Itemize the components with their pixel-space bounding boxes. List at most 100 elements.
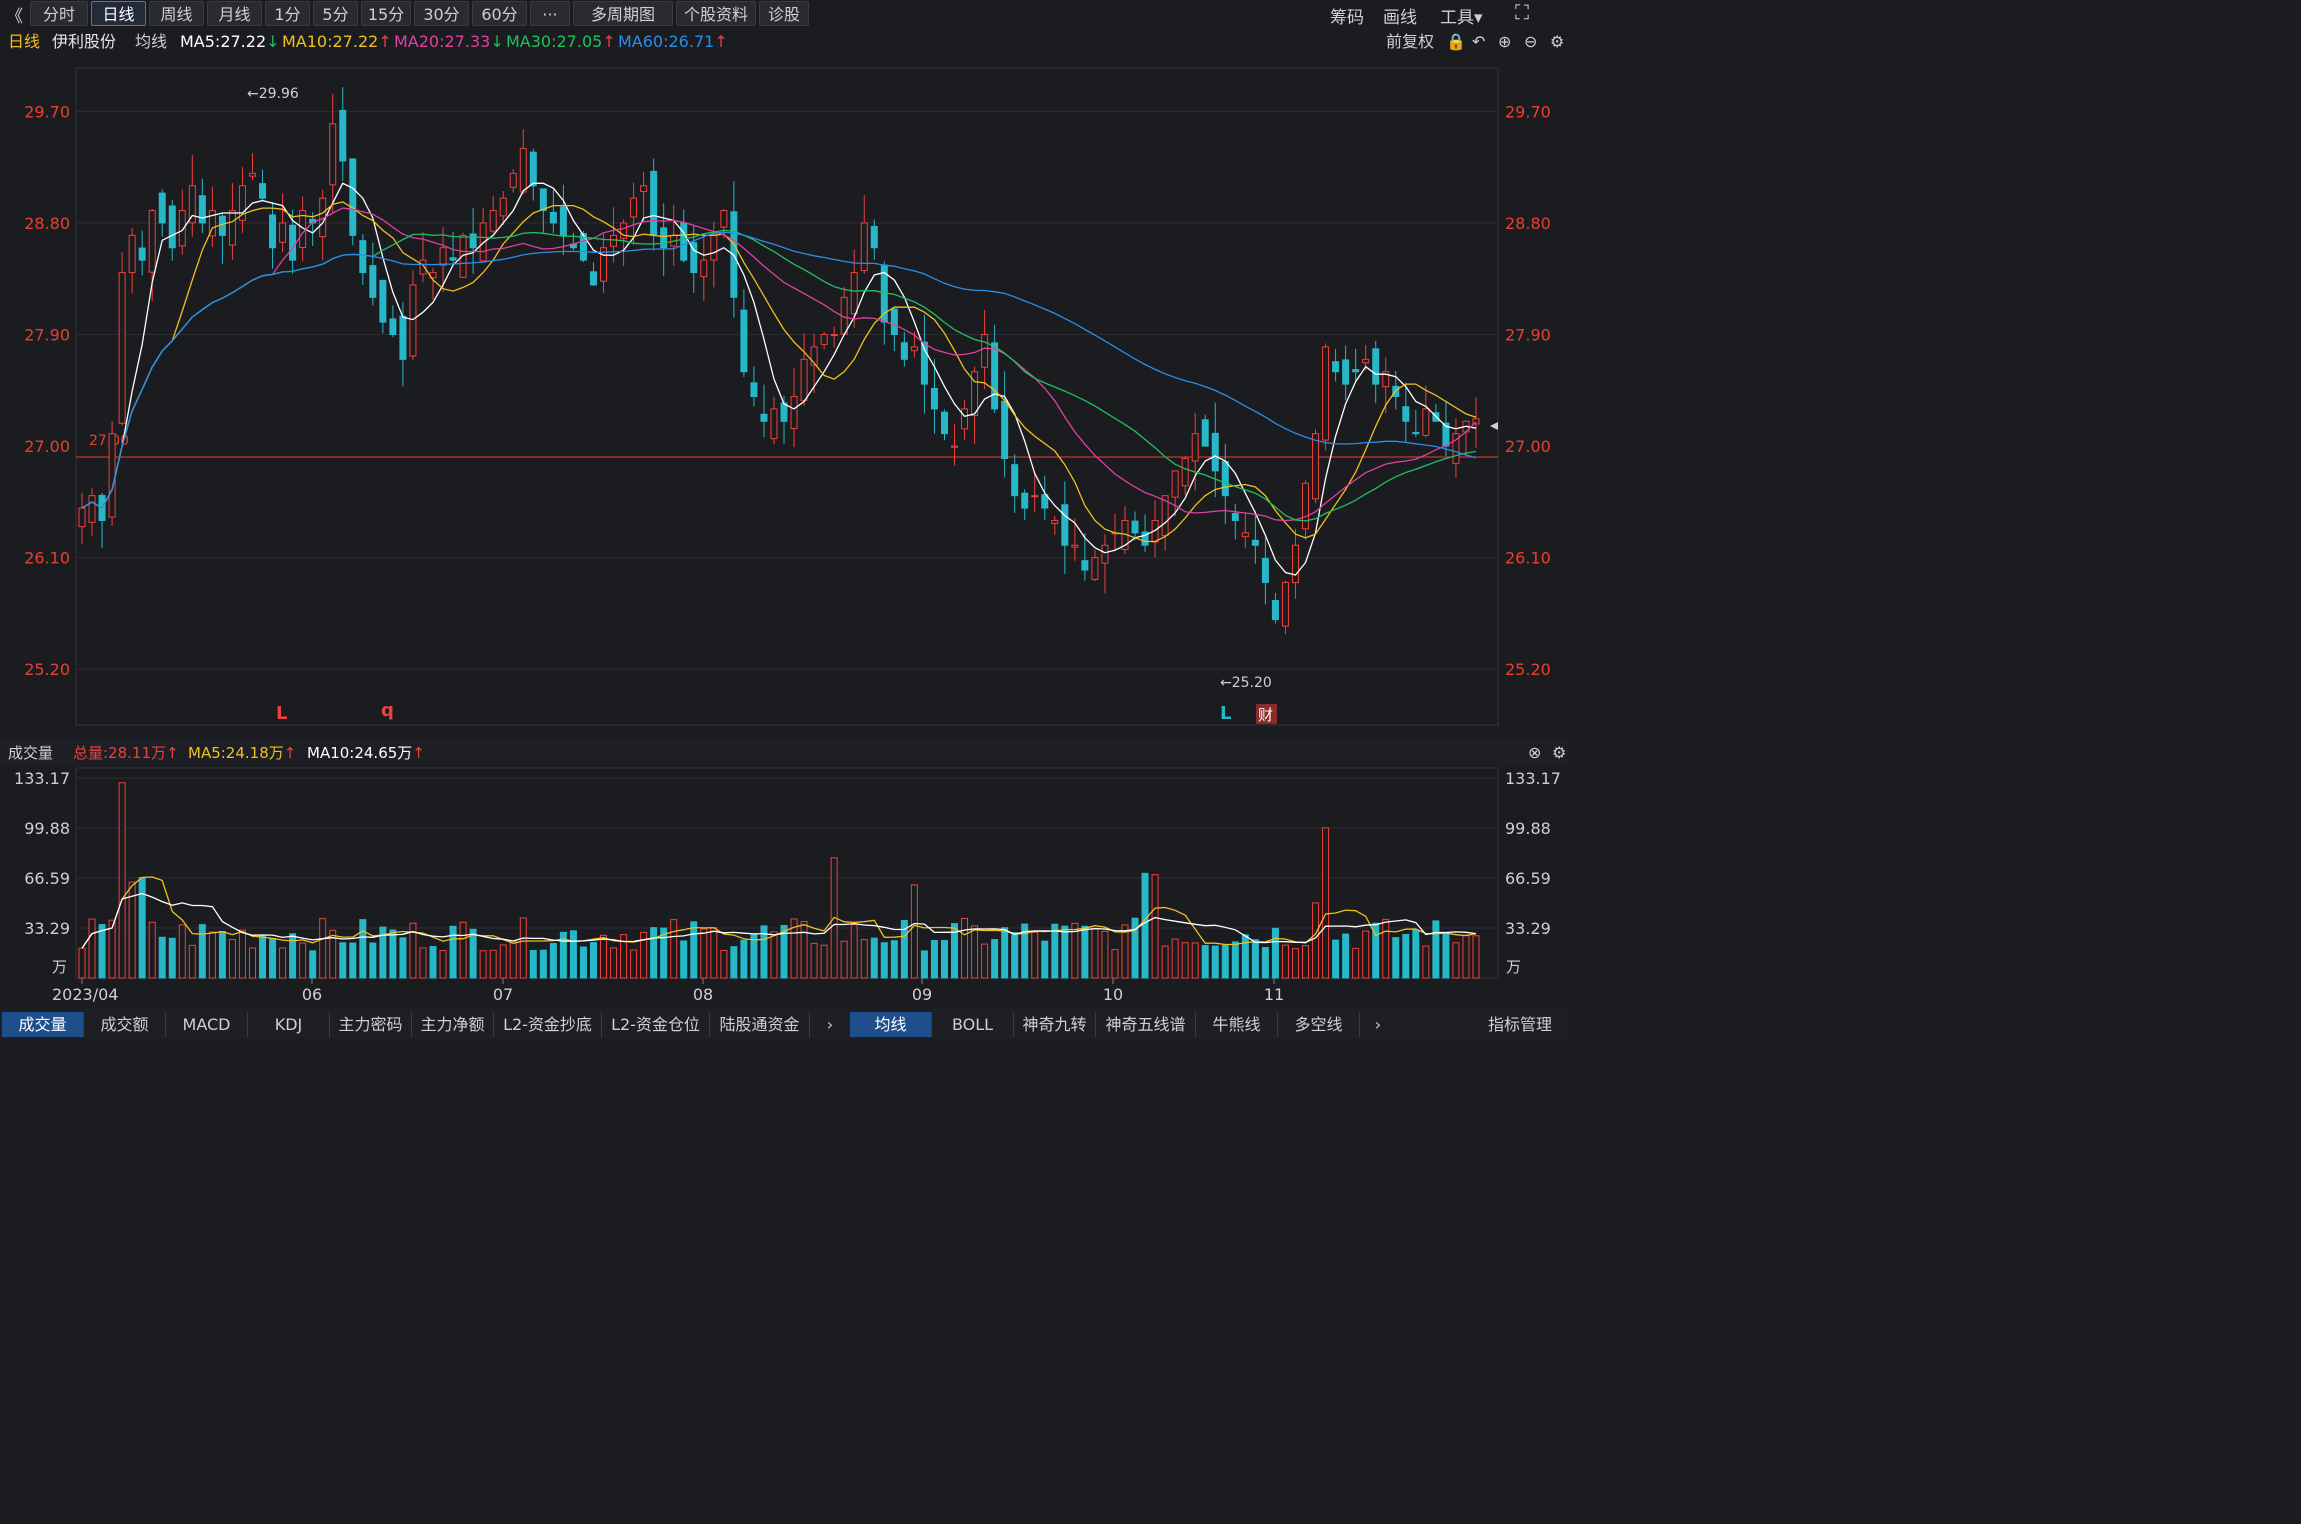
marker-l-2[interactable]: L: [1220, 703, 1231, 724]
arrow-up-icon: ↑: [284, 744, 297, 762]
ma5-legend: MA5:27.22↓: [180, 30, 280, 54]
lock-icon[interactable]: 🔒: [1446, 32, 1466, 51]
indicator-tab[interactable]: L2-资金仓位: [602, 1012, 710, 1037]
indicator-tab[interactable]: 主力密码: [330, 1012, 412, 1037]
candle-body: [359, 240, 367, 274]
volume-bar: [549, 942, 557, 979]
indicator-tab[interactable]: 成交额: [84, 1012, 166, 1037]
price-axis-left: 29.70 28.80 27.90 27.00 26.10 25.20: [24, 102, 70, 679]
volume-bar: [489, 949, 497, 979]
volume-bar: [569, 930, 577, 979]
settings-icon[interactable]: ⚙: [1550, 32, 1565, 51]
candle-body: [620, 222, 628, 239]
indicator-tab[interactable]: 主力净额: [412, 1012, 494, 1037]
volume-bar: [108, 919, 116, 979]
overlay-tab[interactable]: 多空线: [1278, 1012, 1360, 1037]
candle-body: [559, 206, 567, 236]
price-tick-label: 29.70: [1505, 102, 1551, 121]
marker-q[interactable]: q: [381, 700, 394, 721]
fullscreen-icon[interactable]: ⛶: [1515, 0, 1529, 24]
candle-body: [650, 170, 658, 236]
finance-marker[interactable]: 财: [1258, 706, 1273, 724]
candle-body: [630, 197, 638, 218]
candle-body: [740, 309, 748, 373]
adjust-mode[interactable]: 前复权: [1386, 32, 1435, 51]
candle-body: [579, 233, 587, 261]
indicator-tab[interactable]: L2-资金抄底: [494, 1012, 602, 1037]
current-price-pointer-icon: [1490, 422, 1498, 430]
tools-button[interactable]: 工具▾: [1440, 3, 1483, 28]
period-tab[interactable]: 60分: [472, 1, 527, 26]
candle-body: [259, 183, 267, 199]
volume-bar: [880, 942, 888, 979]
period-tab[interactable]: 5分: [313, 1, 358, 26]
candle-body: [1241, 532, 1249, 538]
volume-ma-lines: [81, 876, 1477, 949]
period-tab[interactable]: 周线: [149, 1, 204, 26]
undo-icon[interactable]: ↶: [1472, 32, 1486, 51]
volume-bar: [439, 950, 447, 979]
chevron-right-icon[interactable]: ›: [826, 1015, 834, 1034]
period-tab[interactable]: 诊股: [759, 1, 809, 26]
indicator-name[interactable]: 均线: [135, 32, 168, 51]
price-chart[interactable]: 29.70 28.80 27.90 27.00 26.10 25.20 29.70 28.8…: [0, 0, 1568, 1009]
overlay-tab[interactable]: 神奇九转: [1014, 1012, 1096, 1037]
zoom-out-icon[interactable]: ⊖: [1524, 32, 1538, 51]
candle-body: [640, 185, 648, 193]
back-icon[interactable]: 《: [6, 7, 23, 27]
volume-bar: [479, 950, 487, 979]
volume-bar: [369, 942, 377, 979]
volume-bar: [961, 917, 969, 979]
period-tab[interactable]: 个股资料: [676, 1, 756, 26]
volume-bar: [1191, 942, 1199, 979]
period-tab[interactable]: 30分: [414, 1, 469, 26]
chips-button[interactable]: 筹码: [1330, 8, 1364, 28]
candle-body: [1131, 520, 1139, 534]
indicator-manage[interactable]: 指标管理: [1487, 1015, 1552, 1034]
volume-bar: [730, 946, 738, 979]
volume-bar: [1322, 827, 1330, 979]
volume-bar: [259, 935, 267, 979]
stock-name[interactable]: 伊利股份: [52, 32, 117, 51]
candle-body: [660, 227, 668, 249]
marker-l-1[interactable]: L: [276, 703, 287, 724]
volume-bars: [78, 782, 1480, 979]
candle-body: [991, 342, 999, 410]
period-tab[interactable]: 日线: [91, 1, 146, 26]
chevron-right-icon[interactable]: ›: [1374, 1015, 1382, 1034]
volume-bar: [750, 933, 758, 979]
zoom-in-icon[interactable]: ⊕: [1498, 32, 1512, 51]
volume-bar: [1151, 874, 1159, 979]
draw-button[interactable]: 画线: [1383, 8, 1417, 28]
finance-marker-bg[interactable]: [1256, 704, 1277, 724]
indicator-tab[interactable]: MACD: [166, 1012, 248, 1037]
overlay-tab[interactable]: 均线: [850, 1012, 932, 1037]
candle-body: [1171, 470, 1179, 498]
candle-body: [1362, 358, 1370, 364]
volume-bar: [620, 934, 628, 979]
period-tab[interactable]: 1分: [265, 1, 310, 26]
period-tab[interactable]: ···: [530, 1, 570, 26]
arrow-up-icon: ↑: [412, 744, 425, 762]
overlay-tab[interactable]: 牛熊线: [1196, 1012, 1278, 1037]
candle-body: [1291, 544, 1299, 584]
period-tab[interactable]: 15分: [361, 1, 411, 26]
close-panel-icon[interactable]: ⊗: [1528, 743, 1541, 762]
indicator-tab[interactable]: 成交量: [2, 1012, 84, 1037]
volume-bar: [1211, 945, 1219, 979]
volume-tick-label: 33.29: [1505, 919, 1551, 938]
panel-settings-icon[interactable]: ⚙: [1552, 743, 1566, 762]
volume-bar: [870, 937, 878, 979]
period-tab[interactable]: 分时: [30, 1, 88, 26]
arrow-up-icon: ↑: [714, 32, 728, 51]
volume-bar: [188, 944, 196, 979]
period-tab[interactable]: 月线: [207, 1, 262, 26]
overlay-tab[interactable]: BOLL: [932, 1012, 1014, 1037]
volume-tick-label: 99.88: [1505, 819, 1551, 838]
date-label: 11: [1264, 985, 1284, 1004]
period-tab[interactable]: 多周期图: [573, 1, 673, 26]
volume-bar: [860, 939, 868, 979]
overlay-tab[interactable]: 神奇五线谱: [1096, 1012, 1196, 1037]
indicator-tab[interactable]: 陆股通资金: [710, 1012, 810, 1037]
indicator-tab[interactable]: KDJ: [248, 1012, 330, 1037]
